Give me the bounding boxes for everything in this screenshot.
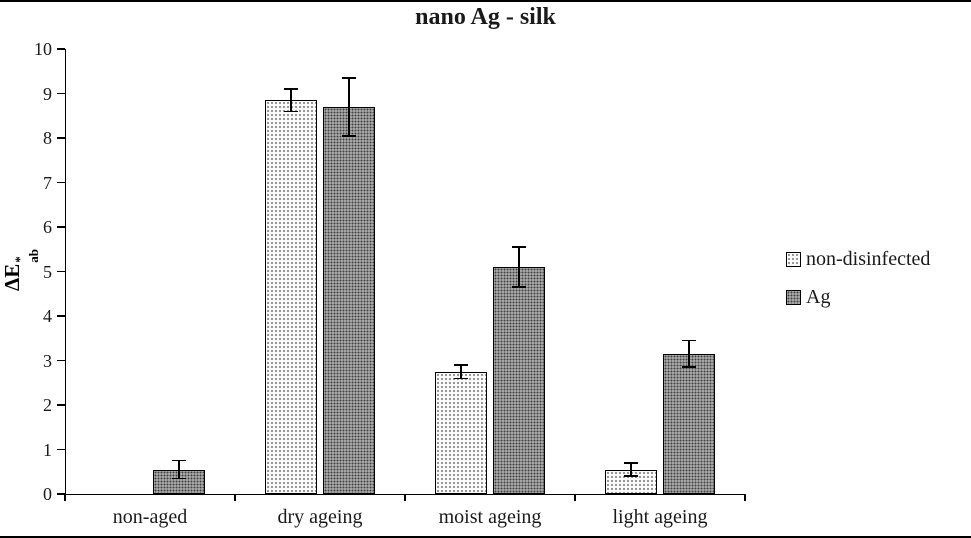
y-axis-tick-label: 7 xyxy=(43,172,52,193)
y-axis-tick-label: 4 xyxy=(43,306,52,326)
error-bar-cap-top xyxy=(172,459,186,462)
error-bar-cap-bottom xyxy=(682,366,696,368)
y-axis-tick xyxy=(57,226,65,228)
x-category-label: moist ageing xyxy=(438,506,542,528)
legend-swatch-non-disinfected xyxy=(786,252,801,267)
error-bar-line xyxy=(348,77,350,136)
error-bar-line xyxy=(290,89,292,112)
y-axis-tick xyxy=(57,48,65,50)
error-bar-cap-top xyxy=(454,364,468,366)
x-category-label: dry ageing xyxy=(277,506,363,528)
y-axis-tick-label: 10 xyxy=(34,39,52,59)
bar-Ag-dry-ageing xyxy=(323,106,375,494)
x-axis-tick xyxy=(234,494,236,501)
error-bar-line xyxy=(688,340,690,368)
y-axis-tick-label: 5 xyxy=(43,261,52,282)
y-axis-tick xyxy=(57,270,65,273)
y-axis-tick-label: 2 xyxy=(43,395,52,415)
legend-swatch-ag xyxy=(786,290,801,305)
error-bar-line xyxy=(460,364,462,379)
error-bar-cap-top xyxy=(284,88,298,90)
y-axis-tick xyxy=(57,181,65,184)
x-axis-tick xyxy=(744,494,746,501)
x-axis-tick xyxy=(574,494,576,501)
error-bar-line xyxy=(178,460,180,479)
legend-label-ag: Ag xyxy=(806,286,831,308)
y-axis-tick xyxy=(57,359,65,362)
x-axis-tick xyxy=(404,494,406,501)
error-bar-cap-bottom xyxy=(624,475,638,477)
y-axis-tick xyxy=(57,493,65,495)
y-axis-tick-label: 0 xyxy=(43,484,52,504)
bar-non-disinfected-moist-ageing xyxy=(435,371,487,494)
error-bar-cap-bottom xyxy=(284,110,298,113)
error-bar-line xyxy=(518,247,520,288)
y-axis-tick-label: 3 xyxy=(43,350,52,371)
error-bar-cap-top xyxy=(624,462,638,464)
legend-label-non-disinfected: non-disinfected xyxy=(806,248,931,270)
x-axis-tick xyxy=(64,494,66,501)
chart-title: nano Ag - silk xyxy=(415,4,556,30)
error-bar-cap-bottom xyxy=(512,286,526,288)
y-axis-tick-label: 1 xyxy=(43,439,52,460)
y-axis-tick-label: 9 xyxy=(43,83,52,104)
bar-non-disinfected-dry-ageing xyxy=(265,100,317,494)
y-axis-tick-label: 6 xyxy=(43,217,52,237)
y-axis-tick xyxy=(57,448,65,451)
error-bar-cap-top xyxy=(682,339,696,342)
x-category-label: non-aged xyxy=(112,506,188,528)
y-axis-tick xyxy=(57,92,65,95)
legend-item-non-disinfected: non-disinfected xyxy=(786,248,930,271)
error-bar-cap-top xyxy=(342,77,356,79)
plot-area xyxy=(65,49,746,495)
legend: non-disinfected Ag xyxy=(786,248,930,309)
bar-Ag-light-ageing xyxy=(663,353,715,494)
x-category-label: light ageing xyxy=(612,506,708,528)
error-bar-cap-top xyxy=(512,246,526,248)
error-bar-cap-bottom xyxy=(342,135,356,137)
y-axis-tick-label: 8 xyxy=(43,128,52,148)
y-axis-tick xyxy=(57,315,65,317)
bar-Ag-moist-ageing xyxy=(493,267,545,494)
y-axis-tick xyxy=(57,404,65,406)
error-bar-cap-bottom xyxy=(172,477,186,480)
legend-item-ag: Ag xyxy=(786,286,930,309)
y-axis-tick xyxy=(57,137,65,139)
error-bar-line xyxy=(630,462,632,477)
error-bar-cap-bottom xyxy=(454,377,468,380)
